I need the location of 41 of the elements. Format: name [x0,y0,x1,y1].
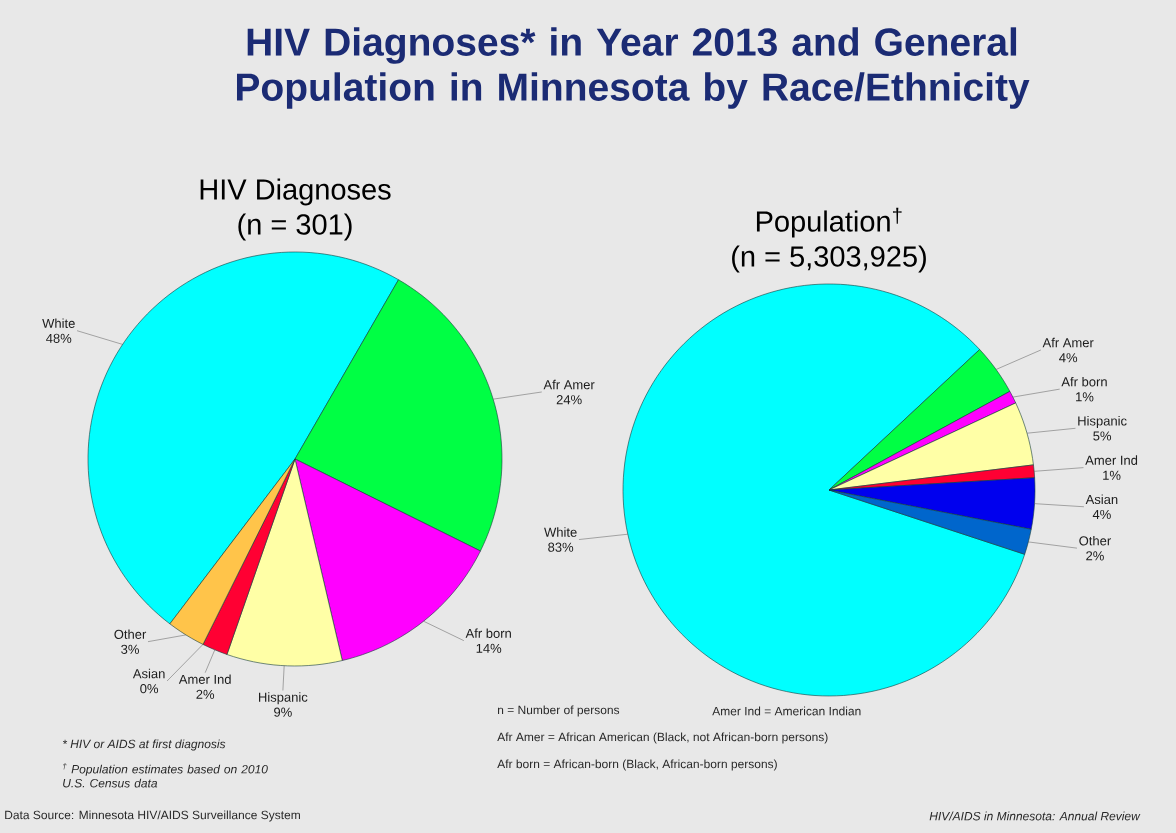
data-label: 83% [548,542,574,552]
chart-title: HIV Diagnoses [200,178,391,206]
slice-label: Afr Amer [543,379,595,390]
slice-label: Afr Amer [1042,337,1094,348]
slice-label: Hispanic [1078,415,1127,429]
category-label: Asian [132,668,165,679]
text: HIV/AIDS in Minnesota: Annual Review [929,811,1141,821]
slice-label: Amer Ind [178,674,231,684]
data-label: 3% [121,644,139,654]
slice-label: Other [114,629,147,639]
text: HIV Diagnoses* in Year 2013 and General Population in Minnesota by Race/Ethnicity [236,27,1030,109]
data-label: 14% [476,643,502,653]
slice-label: White [42,318,75,328]
slice-label: Hispanic [259,692,308,705]
chart-subtitle: (n = 5,303,925) [732,245,926,273]
data-label: 4% [1059,353,1078,363]
data-label: 2% [1086,551,1104,561]
data-label: 24% [556,395,582,405]
text: 0% [140,684,159,694]
slice-label: Other [1079,535,1111,546]
text: Afr Amer = African American (Black, not African-born persons) [497,732,828,744]
data-label: 1% [1103,470,1121,480]
data-label: 1% [1076,392,1094,402]
data-label: 5% [1093,431,1112,441]
text: Amer Ind = American Indian [712,706,861,716]
source-note: Data Source: Minnesota HIV/AIDS Surveillance System [5,810,300,822]
chart-title: Population$^{†}$ [756,207,902,238]
text: Afr born = African-born (Black, African-born persons) [497,759,777,771]
text: * HIV or AIDS at first diagnosis [62,739,226,751]
data-label: 2% [196,689,215,699]
slice-label: White [544,527,577,537]
slice-label: Afr born [465,628,511,638]
slice-label: Amer Ind [1085,455,1138,465]
data-label: 4% [1092,509,1111,520]
slice-label: Asian [1085,494,1118,505]
text: $^{†}$ Population estimates based on 2010 U.S. Census data [63,763,268,788]
slice-label: Afr born [1061,376,1107,387]
data-label: 48% [46,333,72,343]
chart-subtitle: (n = 301) [238,213,352,241]
text: n = Number of persons [498,705,620,717]
data-label: 9% [274,707,292,717]
